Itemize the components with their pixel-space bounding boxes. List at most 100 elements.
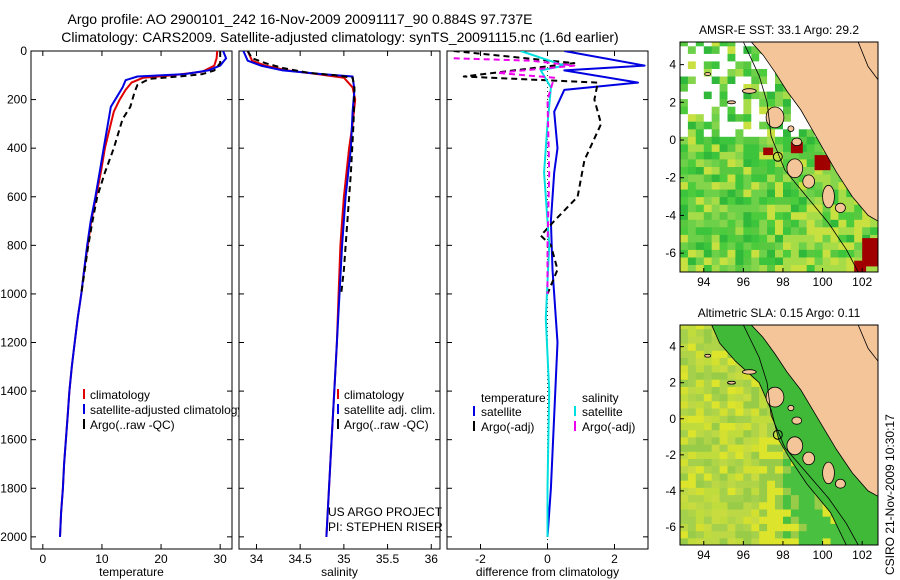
island [822,461,835,485]
diff-legend-label-sal: Argo(-adj) [582,420,635,434]
sst_map-cell [687,189,697,198]
sst_map-cell [783,264,792,272]
sst_map-cell [703,256,713,265]
figure-title-line1: Argo profile: AO 2900101_242 16-Nov-2009… [68,11,533,27]
sst_map-cell [680,196,689,205]
sla_map-cell [759,408,768,416]
sst_map-cell [846,264,855,272]
sst_map-cell [790,249,800,258]
sla_map-cell [751,472,760,481]
sst_map-cell [727,83,736,92]
sla_map-cell [759,451,768,459]
sla_map-xtick-label: 100 [813,548,833,562]
island [802,451,815,466]
sst_map-cell [735,226,744,235]
sla_map-cell [695,328,705,337]
sst_map-cell [783,256,792,265]
sst_map-ytick-label: -2 [665,171,676,185]
sla_map-cell [798,501,808,510]
sla_map-cell [727,458,736,467]
sla_map-cell [735,444,744,452]
sst_map-cell [727,53,736,62]
sst_map-cell [680,83,689,92]
sst_map-cell [822,256,832,265]
sst_map-cell [680,45,689,54]
sla_map-cell [719,487,729,496]
sla_map-cell [680,379,689,387]
sst_map-cell [719,241,729,250]
sst_map-cell [759,60,768,69]
sla_map-cell [719,364,729,373]
sst_map-cell [719,121,729,130]
sst_map-xtick-label: 100 [813,275,833,289]
sst_map-cell [830,219,839,228]
sst_map-cell [680,42,689,47]
salinity-xtick-label: 35.5 [376,552,400,566]
sst_map-cell [719,196,729,205]
sla_map-cell [783,472,792,481]
sst_map-cell [830,204,839,213]
sla_map-cell [767,537,776,545]
sst_map-cell [727,68,736,77]
sst_map-cell [790,151,800,160]
sla_map-cell [719,465,729,474]
temperature-series-line-1 [59,51,228,537]
sst_map-cell [735,53,744,62]
sla_map-cell [703,408,713,416]
sst_map-cell [743,75,752,84]
sla_map-cell [798,516,808,524]
sla_map-cell [790,465,800,474]
sst_map-cell [695,45,705,54]
sla_map-cell [743,480,752,488]
sst_map-cell [680,204,689,213]
sla_map-cell [743,371,752,380]
sla_map-cell [703,458,713,467]
sst_map-cell [790,241,800,250]
sla_map-cell [735,508,744,517]
island [704,72,712,76]
sst_map-cell [790,106,800,115]
sst_map-cell [695,249,705,258]
sst_map-cell [719,75,729,84]
sla_map-cell [711,429,721,438]
sst_map-cell [735,249,744,258]
island [741,369,757,375]
sst_map-cell [735,151,744,160]
sst_map-cell [719,68,729,77]
sla_map-cell [711,451,721,459]
sst_map-cell [680,121,689,130]
sst_map-cell [687,128,697,137]
salinity-xaxis-label: salinity [321,565,358,579]
sst_map-cell [743,196,752,205]
sla_map-cell [711,516,721,524]
sst_map-cell [830,234,839,243]
sla_map-cell [680,487,689,496]
sst_map-cell [790,181,800,190]
sst_map-cell [703,106,713,115]
sla_map-cell [735,436,744,445]
temperature-xaxis-label: temperature [99,565,164,579]
sst_map-cell [735,181,744,190]
temperature-xtick-label: 10 [95,552,109,566]
sst_map-cell [735,60,744,69]
island [727,380,736,385]
sst_map-cell [743,211,752,220]
sst_map-cell [735,98,744,107]
sst_map-cell [814,181,824,190]
depth-contour [743,42,859,272]
sst_map-cell [814,226,824,235]
sst_map-cell [759,158,768,167]
sst_map-cell [775,174,784,183]
sla_map-cell [703,480,713,488]
difference-series-line-3 [453,57,576,294]
sla_map-cell [703,530,713,539]
depth-tick-label: 1400 [0,384,27,398]
sst_map-cell [759,226,768,235]
sst_map-cell [727,234,736,243]
sla_map-cell [735,379,744,387]
sst_map-cell [846,219,855,228]
sst_map-cell [806,158,816,167]
sst_map-cell [743,113,752,122]
sla_map-cell [695,379,705,387]
sst_map-cell [695,226,705,235]
